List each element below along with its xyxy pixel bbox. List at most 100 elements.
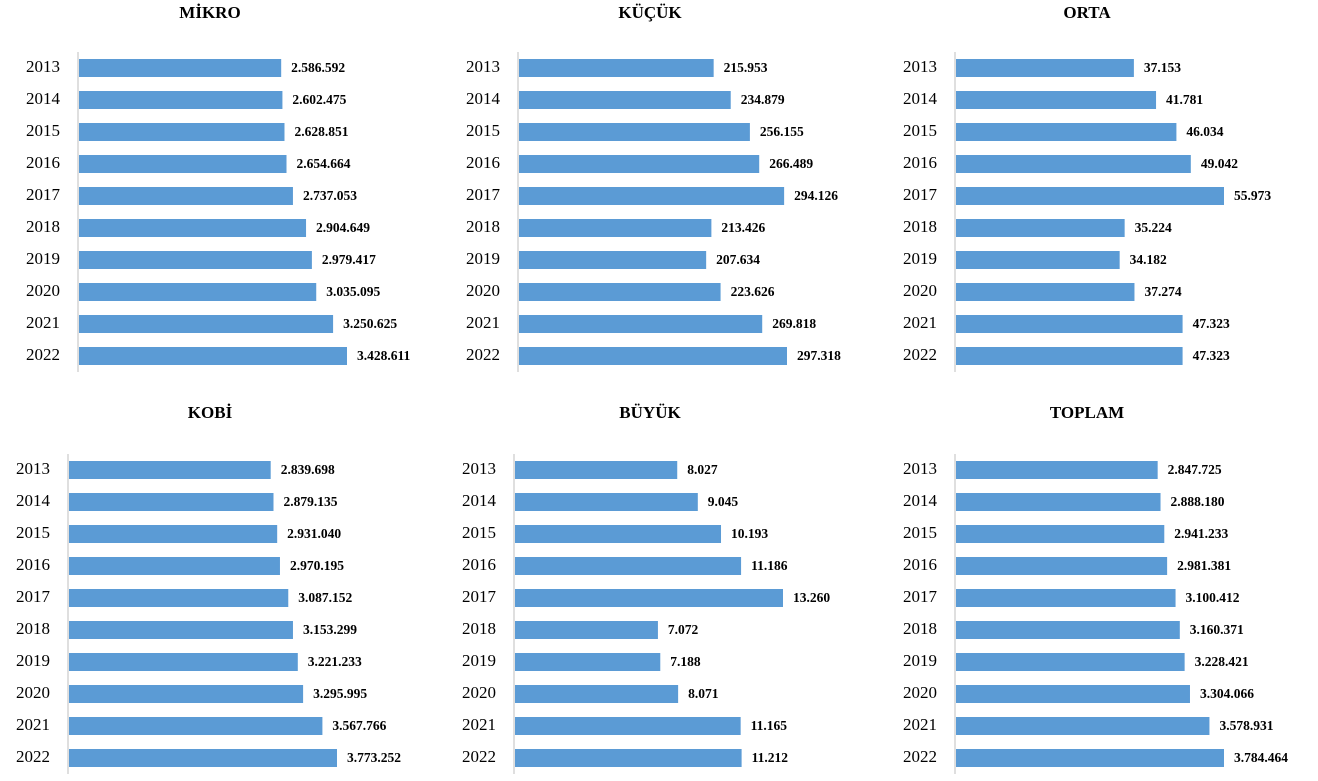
- bar: [956, 123, 1177, 141]
- bar: [956, 653, 1185, 671]
- bar: [956, 59, 1134, 77]
- bar: [79, 187, 293, 205]
- category-label: 2020: [903, 683, 937, 702]
- value-label: 3.304.066: [1200, 686, 1254, 701]
- bar: [519, 347, 787, 365]
- category-label: 2014: [466, 89, 501, 108]
- category-label: 2017: [26, 185, 61, 204]
- value-label: 2.654.664: [297, 156, 351, 171]
- value-label: 37.153: [1144, 60, 1181, 75]
- value-label: 47.323: [1193, 348, 1230, 363]
- category-label: 2016: [26, 153, 60, 172]
- chart-title: ORTA: [1063, 3, 1111, 22]
- bar: [956, 717, 1210, 735]
- bar: [79, 219, 307, 237]
- value-label: 10.193: [731, 526, 768, 541]
- bar: [956, 155, 1191, 173]
- value-label: 3.087.152: [298, 590, 352, 605]
- value-label: 2.602.475: [292, 92, 346, 107]
- bar: [79, 251, 312, 269]
- category-label: 2018: [26, 217, 60, 236]
- category-label: 2018: [16, 619, 50, 638]
- bar: [515, 589, 783, 607]
- category-label: 2021: [16, 715, 50, 734]
- bar: [69, 461, 271, 479]
- category-label: 2016: [466, 153, 500, 172]
- value-label: 266.489: [769, 156, 813, 171]
- category-label: 2019: [462, 651, 496, 670]
- value-label: 8.027: [687, 462, 718, 477]
- value-label: 3.784.464: [1234, 750, 1288, 765]
- value-label: 2.888.180: [1171, 494, 1225, 509]
- value-label: 49.042: [1201, 156, 1238, 171]
- value-label: 294.126: [794, 188, 838, 203]
- category-label: 2016: [903, 555, 937, 574]
- category-label: 2015: [903, 523, 937, 542]
- value-label: 55.973: [1234, 188, 1271, 203]
- bar: [515, 461, 678, 479]
- value-label: 35.224: [1135, 220, 1172, 235]
- category-label: 2020: [16, 683, 50, 702]
- bar: [956, 187, 1224, 205]
- bar: [515, 557, 742, 575]
- category-label: 2022: [16, 747, 50, 766]
- value-label: 34.182: [1130, 252, 1167, 267]
- bar: [69, 717, 323, 735]
- value-label: 297.318: [797, 348, 841, 363]
- bar: [79, 347, 347, 365]
- value-label: 3.153.299: [303, 622, 357, 637]
- category-label: 2021: [462, 715, 496, 734]
- bar: [956, 219, 1125, 237]
- value-label: 2.931.040: [287, 526, 341, 541]
- value-label: 2.941.233: [1174, 526, 1228, 541]
- bar: [956, 621, 1180, 639]
- category-label: 2020: [462, 683, 496, 702]
- value-label: 223.626: [731, 284, 775, 299]
- bar: [515, 525, 722, 543]
- bar: [519, 251, 707, 269]
- category-label: 2017: [462, 587, 497, 606]
- category-label: 2018: [903, 217, 937, 236]
- bar: [79, 91, 283, 109]
- bar: [956, 91, 1157, 109]
- value-label: 3.100.412: [1186, 590, 1240, 605]
- chart-title: TOPLAM: [1050, 403, 1124, 422]
- bar: [79, 315, 334, 333]
- category-label: 2021: [903, 715, 937, 734]
- value-label: 2.904.649: [316, 220, 370, 235]
- category-label: 2016: [16, 555, 50, 574]
- bar: [79, 155, 287, 173]
- bar: [69, 493, 274, 511]
- category-label: 2014: [26, 89, 61, 108]
- category-label: 2013: [16, 459, 50, 478]
- bar: [79, 283, 317, 301]
- value-label: 213.426: [721, 220, 765, 235]
- value-label: 8.071: [688, 686, 719, 701]
- category-label: 2020: [26, 281, 60, 300]
- category-label: 2018: [462, 619, 496, 638]
- bar: [519, 283, 721, 301]
- bar: [69, 685, 304, 703]
- category-label: 2015: [903, 121, 937, 140]
- bar: [519, 59, 714, 77]
- bar: [515, 749, 742, 767]
- value-label: 215.953: [724, 60, 768, 75]
- chart-title: KOBİ: [188, 403, 233, 422]
- bar: [515, 653, 661, 671]
- category-label: 2013: [26, 57, 60, 76]
- bar: [956, 251, 1120, 269]
- bar: [69, 653, 298, 671]
- value-label: 2.737.053: [303, 188, 357, 203]
- bar: [956, 283, 1135, 301]
- value-label: 2.979.417: [322, 252, 376, 267]
- value-label: 2.970.195: [290, 558, 344, 573]
- bar: [956, 347, 1183, 365]
- value-label: 47.323: [1193, 316, 1230, 331]
- category-label: 2022: [466, 345, 500, 364]
- category-label: 2016: [903, 153, 937, 172]
- bar: [69, 557, 280, 575]
- category-label: 2016: [462, 555, 496, 574]
- category-label: 2022: [903, 747, 937, 766]
- value-label: 3.228.421: [1195, 654, 1249, 669]
- category-label: 2021: [466, 313, 500, 332]
